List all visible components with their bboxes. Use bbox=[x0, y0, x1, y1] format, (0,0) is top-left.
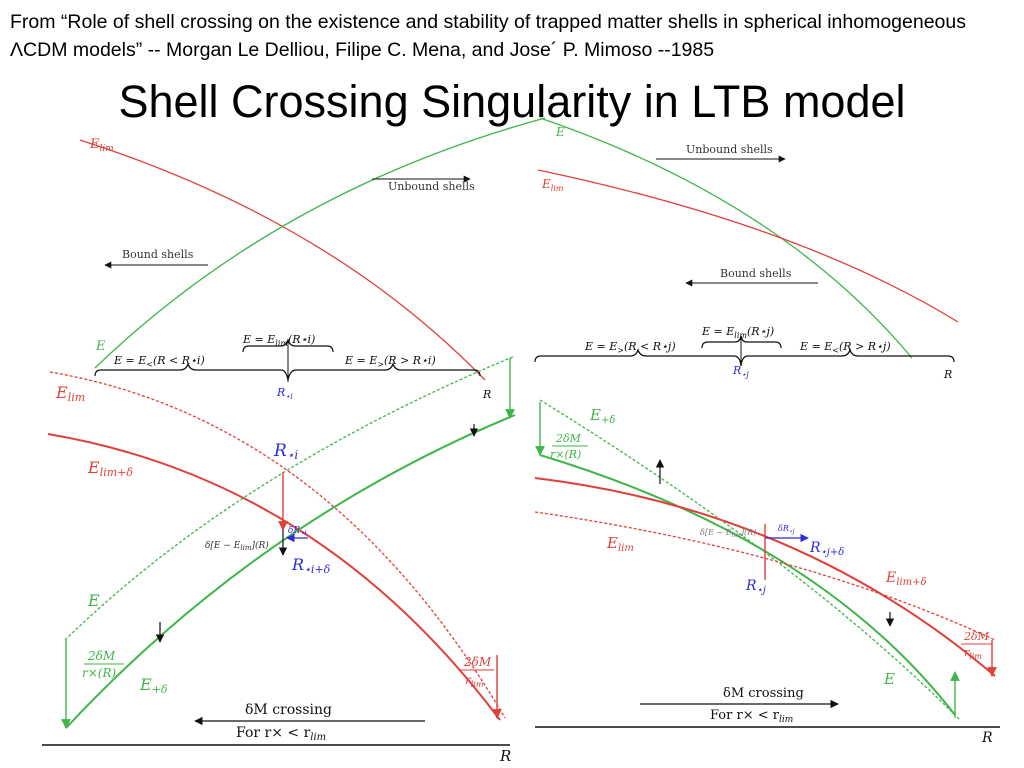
svg-text:2δM: 2δM bbox=[463, 655, 492, 669]
curve-e bbox=[539, 117, 913, 359]
figure-top-left: Elim E Unbound shells Bound shells E = E… bbox=[79, 117, 546, 401]
crossing-label: δM crossing bbox=[723, 686, 804, 701]
svg-text:r×(R): r×(R) bbox=[550, 448, 581, 461]
r-axis-label: R bbox=[482, 388, 491, 401]
fraction-2dm-rx: 2δM r×(R) bbox=[82, 649, 124, 680]
unbound-label: Unbound shells bbox=[388, 180, 475, 193]
curve-e-lim-delta bbox=[534, 477, 996, 677]
label-delta-e: δ[E − Elim](R) bbox=[205, 540, 269, 552]
curve-e-lim-dashed bbox=[49, 371, 506, 719]
r-axis-label: R bbox=[499, 747, 511, 765]
crossing-label: δM crossing bbox=[245, 702, 332, 718]
label-e-lim: Elim bbox=[55, 383, 85, 404]
fraction-2dm-rlim: 2δM rlim bbox=[460, 655, 494, 689]
slide-title: Shell Crossing Singularity in LTB model bbox=[118, 76, 906, 127]
r-axis-label: R bbox=[943, 368, 952, 381]
label-e-lim: Elim bbox=[541, 177, 564, 193]
label-delta-r: δR⋆i bbox=[288, 526, 307, 537]
brace-right bbox=[287, 362, 481, 381]
label-e-delta: E+δ bbox=[589, 406, 615, 426]
label-r-star-i: R⋆i bbox=[273, 441, 298, 462]
r-star-j-label: R⋆j bbox=[732, 364, 749, 379]
svg-text:r×(R): r×(R) bbox=[82, 666, 117, 680]
figure-bottom-right: E+δ 2δM r×(R) δ[E − Elim](R) δR⋆j R⋆j+δ … bbox=[534, 399, 1000, 746]
label-delta-r: δR⋆j bbox=[778, 524, 795, 535]
curve-e-lim-delta bbox=[47, 433, 501, 721]
curve-e-lim bbox=[537, 169, 959, 323]
brace-right bbox=[740, 348, 955, 367]
brace-mid-label: E = Elim(R⋆j) bbox=[701, 325, 774, 340]
svg-text:2δM: 2δM bbox=[87, 649, 116, 663]
r-axis-label: R bbox=[981, 730, 993, 746]
unbound-label: Unbound shells bbox=[686, 143, 773, 156]
brace-left bbox=[534, 348, 742, 367]
brace-mid-label: E = Elim(R⋆i) bbox=[242, 333, 315, 348]
curve-e-lim-dashed bbox=[534, 511, 996, 641]
curve-e-lim bbox=[79, 139, 486, 381]
fraction-2dm-rx: 2δM r×(R) bbox=[550, 432, 588, 461]
curve-e bbox=[94, 117, 546, 369]
label-e-lim-delta: Elim+δ bbox=[87, 458, 133, 479]
brace-left-label: E = E>(R < R⋆j) bbox=[584, 340, 676, 355]
bound-label: Bound shells bbox=[720, 267, 792, 280]
r-star-i-label: R⋆i bbox=[276, 386, 293, 401]
label-e: E bbox=[95, 339, 106, 354]
figure-top-right: E Elim Unbound shells Bound shells E = E… bbox=[534, 117, 959, 381]
label-e: E bbox=[883, 670, 895, 688]
brace-left bbox=[94, 362, 289, 381]
brace-left-label: E = E<(R < R⋆i) bbox=[113, 354, 205, 369]
figure-bottom-left: Elim Elim+δ R⋆i δR⋆i δ[E − Elim](R) R⋆i+… bbox=[42, 355, 516, 765]
for-label: For r× < rlim bbox=[710, 708, 793, 725]
label-e-lim: Elim bbox=[606, 534, 634, 554]
brace-right-label: E = E<(R > R⋆j) bbox=[799, 340, 891, 355]
svg-text:2δM: 2δM bbox=[963, 630, 990, 643]
label-e: E bbox=[87, 591, 100, 610]
label-e-lim-delta: Elim+δ bbox=[885, 570, 927, 588]
for-label: For r× < rlim bbox=[236, 725, 326, 743]
label-e-delta: E+δ bbox=[139, 675, 168, 696]
svg-text:rlim: rlim bbox=[465, 673, 484, 689]
label-r-star-i-delta: R⋆i+δ bbox=[291, 555, 331, 576]
fraction-2dm-rlim: 2δM rlim bbox=[961, 630, 992, 661]
svg-text:2δM: 2δM bbox=[555, 432, 582, 445]
svg-text:rlim: rlim bbox=[964, 646, 982, 661]
bound-label: Bound shells bbox=[122, 248, 194, 261]
citation-text: From “Role of shell crossing on the exis… bbox=[10, 11, 966, 61]
label-r-star-j: R⋆j bbox=[745, 578, 766, 596]
label-e: E bbox=[555, 125, 565, 139]
curve-e-dashed bbox=[539, 399, 961, 721]
curve-e-delta bbox=[65, 414, 516, 729]
brace-right-label: E = E>(R > R⋆i) bbox=[344, 354, 436, 369]
label-delta-e: δ[E − Elim](R) bbox=[700, 528, 756, 539]
label-r-star-j-delta: R⋆j+δ bbox=[809, 540, 844, 558]
curve-e-delta bbox=[539, 454, 956, 716]
label-e-lim: Elim bbox=[89, 137, 114, 154]
